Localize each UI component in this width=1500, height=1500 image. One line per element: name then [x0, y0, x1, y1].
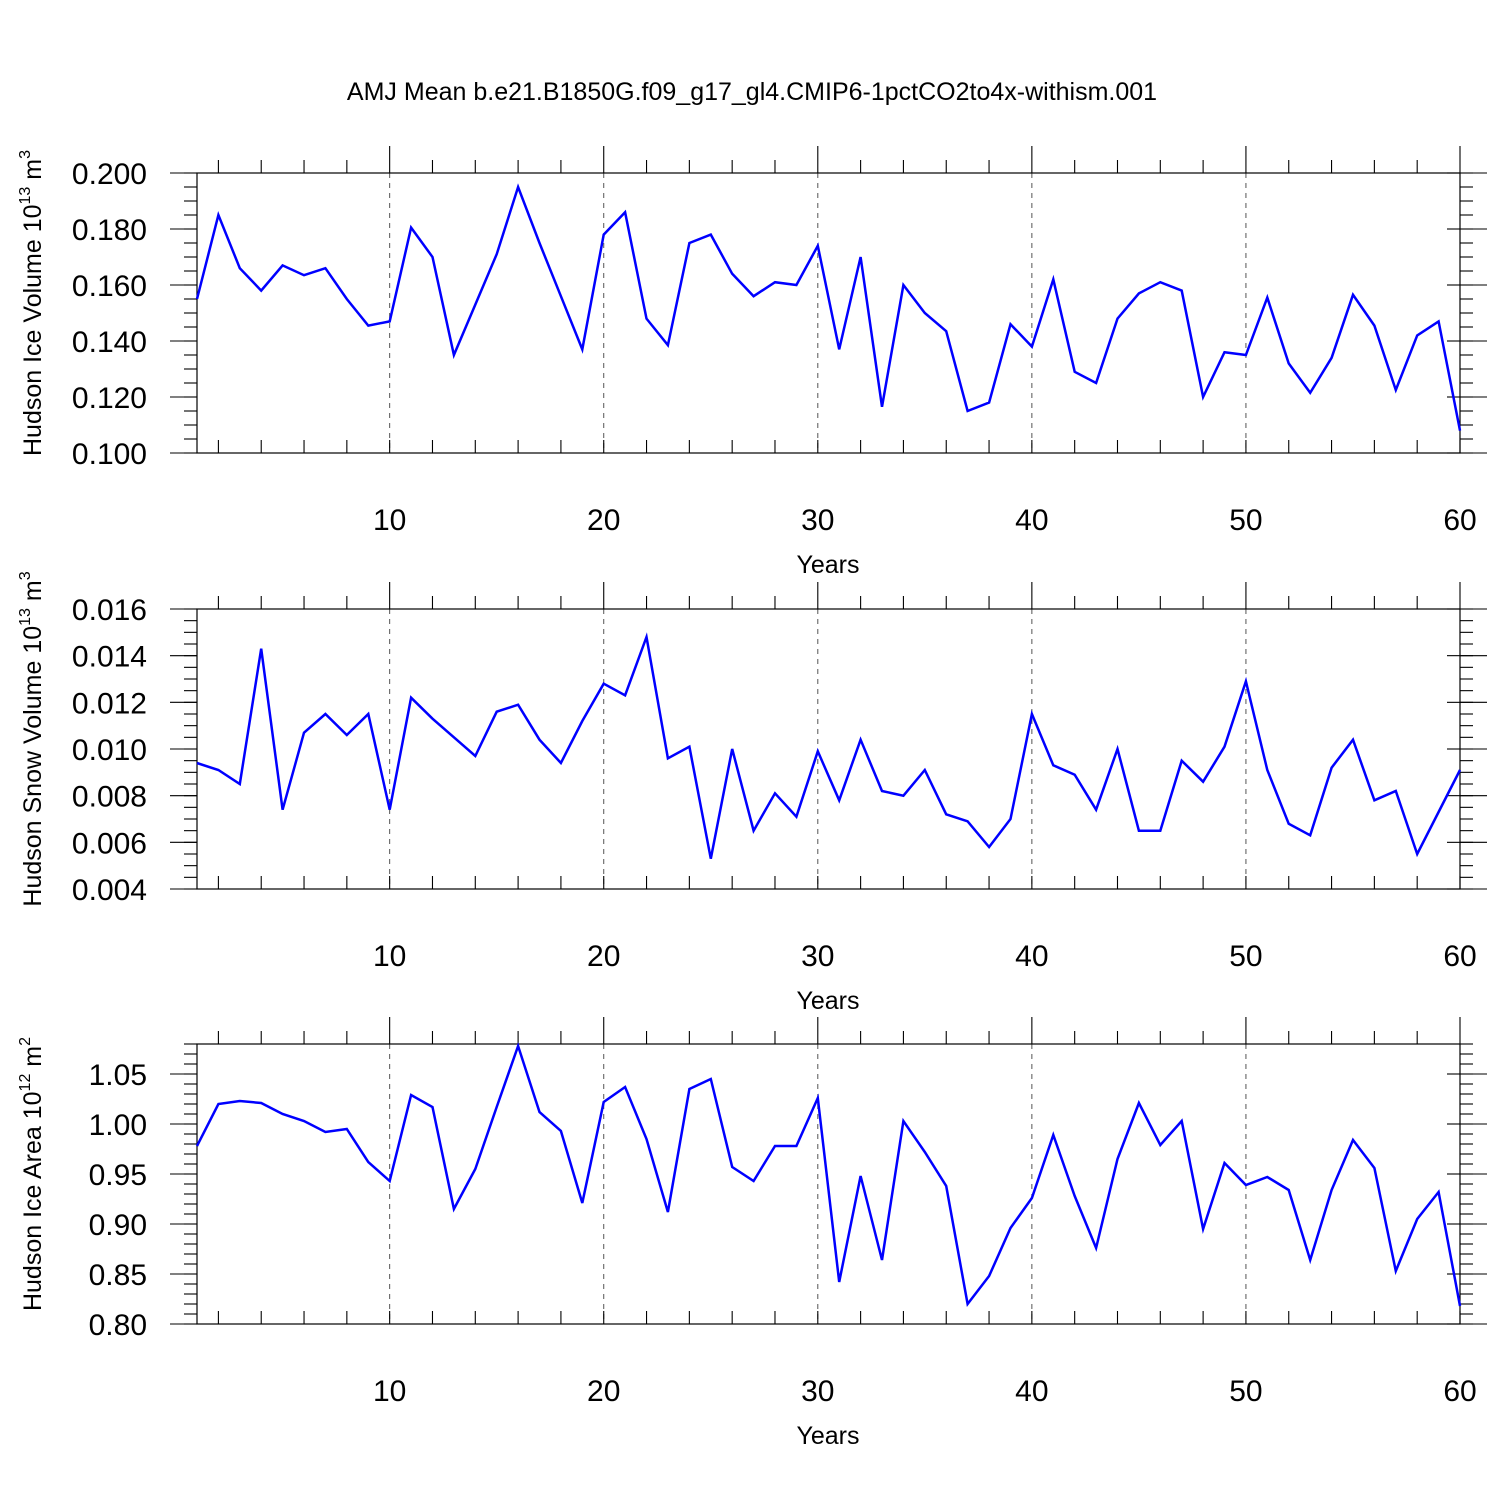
x-tick-label: 40 [1015, 504, 1048, 537]
y-tick-label: 1.05 [89, 1059, 147, 1092]
plot-frame [196, 608, 1461, 890]
y-tick-label: 0.85 [89, 1259, 147, 1292]
y-axis-title: Hudson Ice Area 1012 m2 [17, 1037, 47, 1311]
y-tick-label: 0.95 [89, 1159, 147, 1192]
x-axis-title: Years [796, 987, 859, 1015]
x-axis-title: Years [796, 1422, 859, 1450]
x-axis-title: Years [796, 551, 859, 579]
series-line [195, 183, 1462, 431]
y-tick-label: 0.160 [72, 270, 147, 303]
y-tick-label: 0.006 [72, 827, 147, 860]
y-tick-label: 0.012 [72, 687, 147, 720]
x-tick-label: 20 [587, 1375, 620, 1408]
y-tick-label: 0.80 [89, 1309, 147, 1342]
plot-frame [196, 1043, 1461, 1325]
plot-frame [196, 172, 1461, 454]
x-tick-label: 60 [1443, 1375, 1476, 1408]
x-tick-label: 60 [1443, 940, 1476, 973]
x-tick-label: 40 [1015, 1375, 1048, 1408]
y-tick-label: 0.008 [72, 781, 147, 814]
x-tick-label: 50 [1229, 504, 1262, 537]
x-tick-label: 20 [587, 940, 620, 973]
x-tick-label: 50 [1229, 1375, 1262, 1408]
x-tick-label: 30 [801, 504, 834, 537]
y-axis-title: Hudson Ice Volume 1013 m3 [17, 150, 47, 456]
y-tick-label: 0.010 [72, 734, 147, 767]
y-tick-label: 0.90 [89, 1209, 147, 1242]
series-line [195, 1042, 1462, 1307]
y-tick-label: 0.120 [72, 382, 147, 415]
x-tick-label: 10 [373, 940, 406, 973]
panel-ice-area: Hudson Ice Area 1012 m2 Years 10 20 30 40 50… [17, 1017, 1487, 1450]
panel-ice-volume: Hudson Ice Volume 1013 m3 Years 10 20 30 40… [17, 146, 1487, 579]
y-axis-title: Hudson Snow Volume 1013 m3 [17, 571, 47, 906]
x-tick-label: 60 [1443, 504, 1476, 537]
y-tick-label: 0.016 [72, 594, 147, 627]
x-tick-label: 30 [801, 1375, 834, 1408]
y-tick-label: 1.00 [89, 1109, 147, 1142]
y-axis-title-text: Hudson Snow Volume 1013 m3 [17, 571, 47, 906]
x-tick-label: 30 [801, 940, 834, 973]
x-tick-label: 10 [373, 504, 406, 537]
panel-snow-volume: Hudson Snow Volume 1013 m3 Years 10 20 30 4… [17, 571, 1487, 1015]
figure-title: AMJ Mean b.e21.B1850G.f09_g17_gl4.CMIP6-… [347, 78, 1157, 106]
x-tick-label: 40 [1015, 940, 1048, 973]
y-tick-label: 0.100 [72, 438, 147, 471]
y-tick-label: 0.200 [72, 158, 147, 191]
y-tick-label: 0.004 [72, 874, 147, 907]
series-line [196, 632, 1462, 859]
y-tick-label: 0.014 [72, 641, 147, 674]
y-tick-label: 0.180 [72, 214, 147, 247]
x-tick-label: 20 [587, 504, 620, 537]
y-tick-label: 0.140 [72, 326, 147, 359]
y-axis-title-text: Hudson Ice Volume 1013 m3 [17, 150, 47, 456]
x-tick-label: 50 [1229, 940, 1262, 973]
y-axis-title-text: Hudson Ice Area 1012 m2 [17, 1037, 47, 1311]
x-tick-label: 10 [373, 1375, 406, 1408]
